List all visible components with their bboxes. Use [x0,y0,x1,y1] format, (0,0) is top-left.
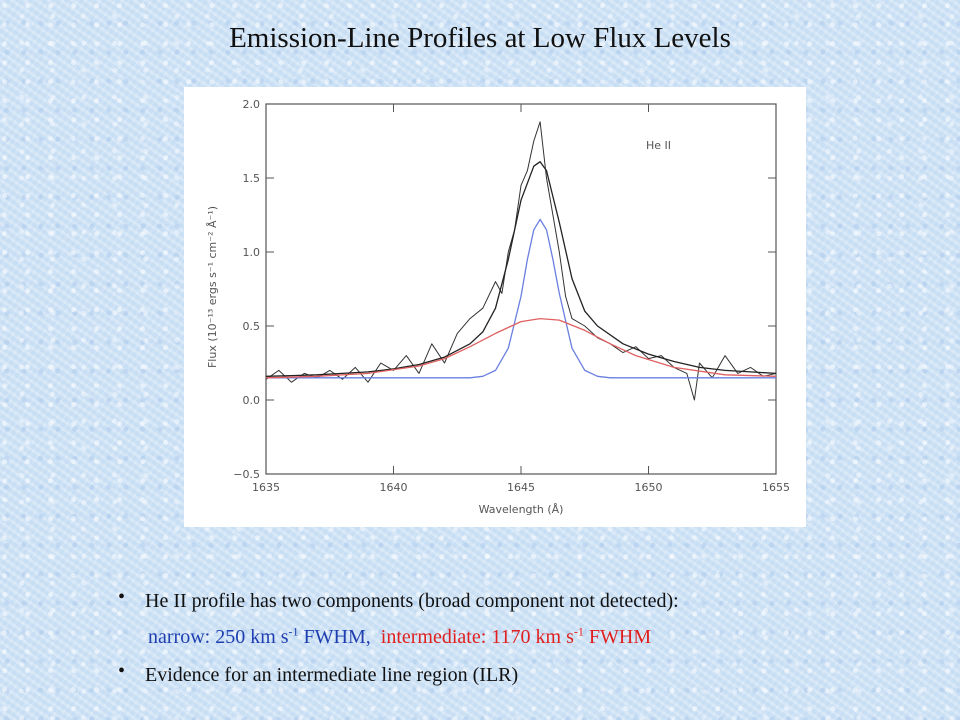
x-tick-label: 1645 [507,481,535,494]
bullet-ilr-evidence: Evidence for an intermediate line region… [145,664,519,686]
narrow-exponent: -1 [288,624,299,638]
narrow-fwhm: narrow: 250 km s-1 FWHM, [148,624,371,648]
x-tick-label: 1655 [762,481,790,494]
series-line-2 [266,218,776,379]
slide-title: Emission-Line Profiles at Low Flux Level… [229,22,731,54]
narrow-unit: FWHM, [298,625,371,648]
y-tick-label: −0.5 [233,468,260,481]
spectrum-chart: 1635 1640 1645 1650 1655−0.50.00.51.01.52.0 … [206,98,790,516]
x-tick-label: 1650 [635,481,663,494]
plot-frame [265,103,777,475]
intermediate-unit: FWHM [583,625,652,648]
y-tick-label: 2.0 [243,98,261,111]
bullet-two-components: He II profile has two components (broad … [145,590,679,612]
series-line-3 [265,317,777,379]
x-tick-label: 1640 [380,481,408,494]
x-axis-label: Wavelength (Å) [479,503,564,516]
axis-ticks: 1635 1640 1645 1650 1655 −0.5 0.0 0.5 1.0 1.5 2.0 [233,98,790,494]
intermediate-fwhm: intermediate: 1170 km s-1 FWHM [380,624,652,648]
x-tick-label: 1635 [252,481,280,494]
intermediate-exponent: -1 [573,624,584,638]
y-axis-label: Flux (10⁻¹³ ergs s⁻¹ cm⁻² Å⁻¹) [206,206,219,368]
series-line-1 [265,161,777,377]
y-tick-label: 1.5 [243,172,261,185]
sub-bullet-fwhm: narrow: 250 km s-1 FWHM, intermediate: 1… [148,624,651,649]
series-layer [265,121,777,401]
intermediate-label: intermediate: 1170 km s [380,625,574,648]
bullet-dot: • [118,586,126,608]
bullet-dot: • [118,660,126,682]
series-line-0 [265,121,777,401]
narrow-label: narrow: 250 km s [148,625,289,648]
y-tick-label: 1.0 [243,246,261,259]
he-ii-annotation: He II [646,139,671,152]
y-tick-label: 0.0 [243,394,261,407]
y-tick-label: 0.5 [243,320,261,333]
spectrum-figure: 1635 1640 1645 1650 1655 −0.5 0.0 0.5 1.0 1.5 2.0 … [184,87,806,527]
